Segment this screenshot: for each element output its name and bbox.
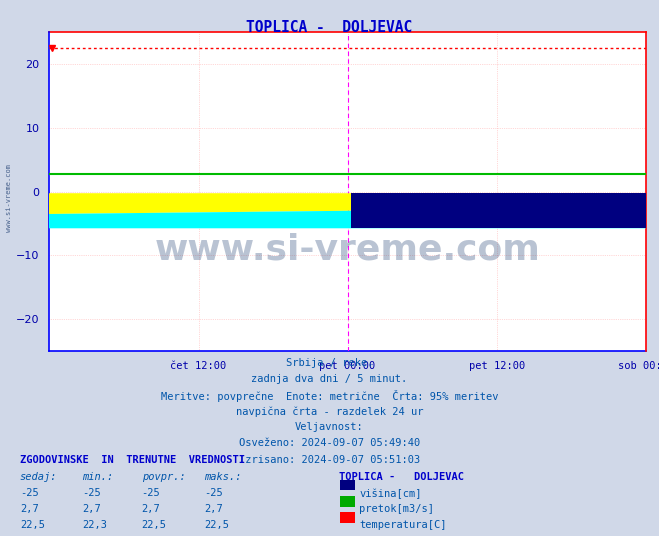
Text: TOPLICA -  DOLJEVAC: TOPLICA - DOLJEVAC bbox=[246, 20, 413, 35]
Text: -25: -25 bbox=[82, 488, 101, 498]
Text: 2,7: 2,7 bbox=[82, 504, 101, 515]
Text: Veljavnost:: Veljavnost: bbox=[295, 422, 364, 433]
Text: 22,5: 22,5 bbox=[20, 520, 45, 531]
Text: temperatura[C]: temperatura[C] bbox=[359, 520, 447, 531]
Text: sedaj:: sedaj: bbox=[20, 472, 57, 482]
Text: zadnja dva dni / 5 minut.: zadnja dva dni / 5 minut. bbox=[251, 374, 408, 384]
Text: ZGODOVINSKE  IN  TRENUTNE  VREDNOSTI: ZGODOVINSKE IN TRENUTNE VREDNOSTI bbox=[20, 455, 244, 465]
Polygon shape bbox=[0, 193, 659, 228]
Polygon shape bbox=[0, 193, 659, 228]
Text: -25: -25 bbox=[20, 488, 38, 498]
Text: min.:: min.: bbox=[82, 472, 113, 482]
Text: Osveženo: 2024-09-07 05:49:40: Osveženo: 2024-09-07 05:49:40 bbox=[239, 438, 420, 449]
Text: 2,7: 2,7 bbox=[20, 504, 38, 515]
Text: 22,5: 22,5 bbox=[204, 520, 229, 531]
Text: www.si-vreme.com: www.si-vreme.com bbox=[5, 165, 12, 232]
Text: maks.:: maks.: bbox=[204, 472, 242, 482]
Text: -25: -25 bbox=[142, 488, 160, 498]
Text: povpr.:: povpr.: bbox=[142, 472, 185, 482]
Text: www.si-vreme.com: www.si-vreme.com bbox=[155, 232, 540, 266]
Text: 22,5: 22,5 bbox=[142, 520, 167, 531]
Text: Meritve: povprečne  Enote: metrične  Črta: 95% meritev: Meritve: povprečne Enote: metrične Črta:… bbox=[161, 390, 498, 402]
Bar bbox=[351, 193, 659, 228]
Text: 2,7: 2,7 bbox=[142, 504, 160, 515]
Text: pretok[m3/s]: pretok[m3/s] bbox=[359, 504, 434, 515]
Text: navpična črta - razdelek 24 ur: navpična črta - razdelek 24 ur bbox=[236, 406, 423, 417]
Text: 22,3: 22,3 bbox=[82, 520, 107, 531]
Text: 2,7: 2,7 bbox=[204, 504, 223, 515]
Text: Srbija / reke.: Srbija / reke. bbox=[286, 358, 373, 368]
Text: -25: -25 bbox=[204, 488, 223, 498]
Text: TOPLICA -   DOLJEVAC: TOPLICA - DOLJEVAC bbox=[339, 472, 465, 482]
Text: višina[cm]: višina[cm] bbox=[359, 488, 422, 498]
Text: Izrisano: 2024-09-07 05:51:03: Izrisano: 2024-09-07 05:51:03 bbox=[239, 455, 420, 465]
